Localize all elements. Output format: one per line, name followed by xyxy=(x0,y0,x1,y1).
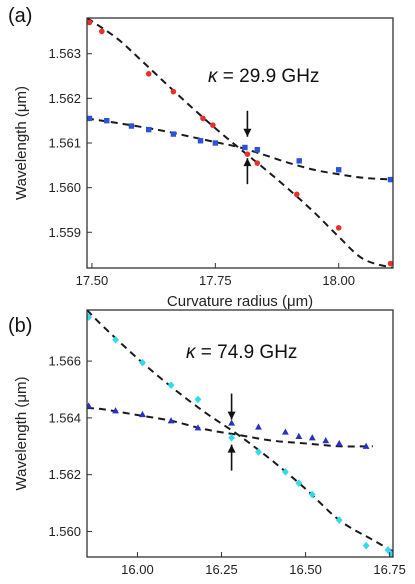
y-tick-label: 1.560 xyxy=(48,524,81,539)
data-point-cyan xyxy=(335,516,343,524)
data-point-cyan xyxy=(87,313,93,321)
data-point-cyan xyxy=(228,433,235,442)
x-tick-label: 16.25 xyxy=(205,562,238,577)
plot-frame xyxy=(86,309,394,558)
data-point-red xyxy=(387,260,393,267)
data-point-cyan xyxy=(384,546,392,554)
data-point-navy xyxy=(335,439,343,447)
y-tick-label: 1.563 xyxy=(48,46,81,61)
fit-curve-1 xyxy=(87,310,393,553)
data-point-blue xyxy=(296,158,302,164)
x-tick-label: 17.50 xyxy=(76,273,109,288)
data-point-blue xyxy=(197,138,204,144)
data-point-red xyxy=(87,19,93,26)
data-point-blue xyxy=(242,144,248,151)
data-point-navy xyxy=(87,402,93,409)
plot-frame xyxy=(86,17,394,269)
y-tick-label: 1.562 xyxy=(48,467,81,482)
arrow-down-head xyxy=(243,128,252,137)
plot-area xyxy=(87,18,393,268)
data-point-cyan xyxy=(281,468,289,476)
data-point-blue xyxy=(128,123,135,129)
data-point-cyan xyxy=(308,490,316,499)
x-tick-label: 17.75 xyxy=(199,273,232,288)
y-tick-label: 1.559 xyxy=(48,225,81,240)
data-point-navy xyxy=(228,419,235,426)
data-point-blue xyxy=(387,176,393,183)
data-point-cyan xyxy=(194,395,202,404)
data-point-cyan xyxy=(112,336,119,344)
arrow-up-head xyxy=(227,444,236,453)
chart-panel-a: (a) 17.50 17.75 18.00 1.559 1.560 1.561 1.562 1.… xyxy=(8,5,394,310)
data-point-red xyxy=(145,71,152,77)
data-point-navy xyxy=(281,428,289,435)
coupling-value: = 74.9 GHz xyxy=(196,342,298,363)
x-tick-label: 18.00 xyxy=(322,273,355,288)
data-point-red xyxy=(254,160,261,166)
data-point-blue xyxy=(87,115,93,122)
coupling-annotation: κ = 29.9 GHz xyxy=(208,66,319,87)
panel-label: (a) xyxy=(8,5,32,27)
kappa-symbol: κ xyxy=(186,342,197,363)
data-point-navy xyxy=(308,434,316,441)
data-point-navy xyxy=(112,407,119,414)
data-point-blue xyxy=(170,131,177,137)
data-point-cyan xyxy=(139,358,146,367)
data-point-red xyxy=(200,115,206,122)
data-point-navy xyxy=(255,423,262,430)
arrow-down-head xyxy=(227,411,236,420)
panel-label: (b) xyxy=(8,315,32,337)
data-point-navy xyxy=(295,432,303,439)
plot-area xyxy=(87,310,393,557)
coupling-value: = 29.9 GHz xyxy=(218,66,320,87)
fit-curve-2 xyxy=(87,117,393,181)
coupling-annotation: κ = 74.9 GHz xyxy=(186,342,297,363)
x-axis-label: Curvature radius (μm) xyxy=(167,293,313,310)
data-point-blue xyxy=(336,167,342,173)
data-point-navy xyxy=(194,424,202,431)
data-point-cyan xyxy=(295,479,303,487)
data-point-blue xyxy=(145,126,152,133)
y-tick-label: 1.566 xyxy=(48,354,81,369)
data-point-red xyxy=(210,122,216,128)
data-point-navy xyxy=(139,410,146,418)
data-point-navy xyxy=(322,436,330,444)
data-point-red xyxy=(170,88,177,95)
data-point-red xyxy=(99,28,105,35)
y-tick-label: 1.561 xyxy=(48,136,81,151)
data-point-blue xyxy=(254,146,260,153)
data-point-red xyxy=(335,225,342,231)
data-point-navy xyxy=(362,442,370,449)
fit-curve-2 xyxy=(87,406,373,448)
x-tick-label: 16.00 xyxy=(121,562,154,577)
kappa-symbol: κ xyxy=(208,66,219,87)
arrow-up-head xyxy=(243,158,252,167)
y-tick-label: 1.564 xyxy=(48,410,81,425)
data-point-red xyxy=(293,191,300,198)
y-tick-label: 1.560 xyxy=(48,180,81,195)
x-tick-label: 16.50 xyxy=(289,562,322,577)
x-tick-label: 16.75 xyxy=(373,562,406,577)
data-point-navy xyxy=(167,417,175,424)
y-axis-label: Wavelength (μm) xyxy=(13,86,30,200)
data-point-blue xyxy=(212,140,219,146)
data-point-blue xyxy=(104,117,110,124)
data-point-cyan xyxy=(362,541,370,550)
data-point-cyan xyxy=(167,381,175,390)
y-axis-label: Wavelength (μm) xyxy=(13,377,30,491)
data-point-cyan xyxy=(255,448,262,456)
y-tick-label: 1.562 xyxy=(48,91,81,106)
fit-curve-1 xyxy=(87,18,393,268)
data-point-red xyxy=(244,151,251,157)
x-axis-label: Curvature radius (μm) xyxy=(167,582,313,584)
chart-panel-b: (b) 16.00 16.25 16.50 16.75 1.560 1.562 1.564 1.… xyxy=(8,309,406,584)
